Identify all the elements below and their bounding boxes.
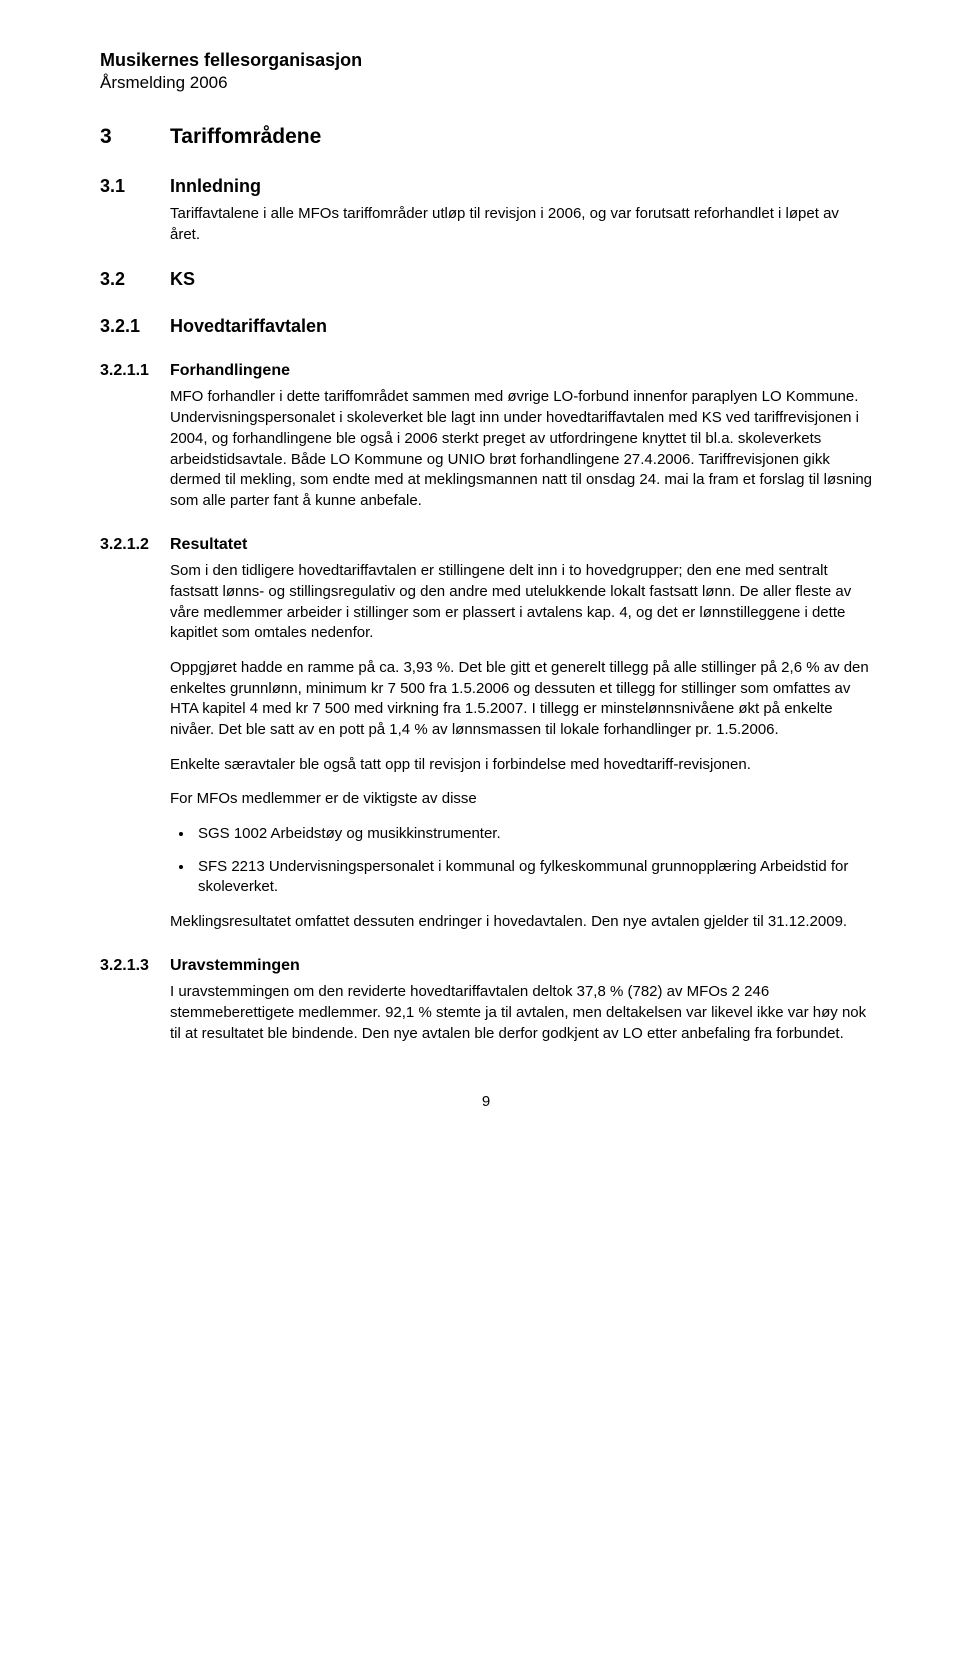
section-3-heading: 3 Tariffområdene <box>100 123 872 151</box>
section-title: Innledning <box>170 174 261 198</box>
document-header: Musikernes fellesorganisasjon Årsmelding… <box>100 48 872 95</box>
section-title: Tariffområdene <box>170 123 321 151</box>
section-number: 3.2.1.3 <box>100 955 170 977</box>
section-3-1-heading: 3.1 Innledning <box>100 174 872 198</box>
section-title: Hovedtariffavtalen <box>170 314 327 338</box>
section-3-2-1-1-heading: 3.2.1.1 Forhandlingene <box>100 360 872 382</box>
section-3-2-1-heading: 3.2.1 Hovedtariffavtalen <box>100 314 872 338</box>
paragraph: Enkelte særavtaler ble også tatt opp til… <box>170 755 872 776</box>
list-item: SFS 2213 Undervisningspersonalet i kommu… <box>194 857 872 898</box>
page-number: 9 <box>100 1092 872 1112</box>
section-3-2-1-2-heading: 3.2.1.2 Resultatet <box>100 534 872 556</box>
section-number: 3.1 <box>100 174 170 198</box>
paragraph: MFO forhandler i dette tariffområdet sam… <box>170 387 872 511</box>
paragraph: I uravstemmingen om den reviderte hovedt… <box>170 982 872 1044</box>
section-3-2-heading: 3.2 KS <box>100 267 872 291</box>
bullet-list: SGS 1002 Arbeidstøy og musikkinstrumente… <box>170 824 872 898</box>
section-number: 3 <box>100 123 170 151</box>
section-number: 3.2.1 <box>100 314 170 338</box>
section-number: 3.2.1.1 <box>100 360 170 382</box>
paragraph: Oppgjøret hadde en ramme på ca. 3,93 %. … <box>170 658 872 741</box>
section-title: Uravstemmingen <box>170 955 300 977</box>
paragraph: For MFOs medlemmer er de viktigste av di… <box>170 789 872 810</box>
paragraph: Meklingsresultatet omfattet dessuten end… <box>170 912 872 933</box>
paragraph: Som i den tidligere hovedtariffavtalen e… <box>170 561 872 644</box>
doc-subtitle: Årsmelding 2006 <box>100 72 872 95</box>
paragraph: Tariffavtalene i alle MFOs tariffområder… <box>170 204 872 245</box>
section-title: KS <box>170 267 195 291</box>
section-title: Resultatet <box>170 534 247 556</box>
section-number: 3.2 <box>100 267 170 291</box>
section-3-2-1-3-heading: 3.2.1.3 Uravstemmingen <box>100 955 872 977</box>
list-item: SGS 1002 Arbeidstøy og musikkinstrumente… <box>194 824 872 845</box>
doc-title: Musikernes fellesorganisasjon <box>100 48 872 72</box>
section-number: 3.2.1.2 <box>100 534 170 556</box>
section-title: Forhandlingene <box>170 360 290 382</box>
